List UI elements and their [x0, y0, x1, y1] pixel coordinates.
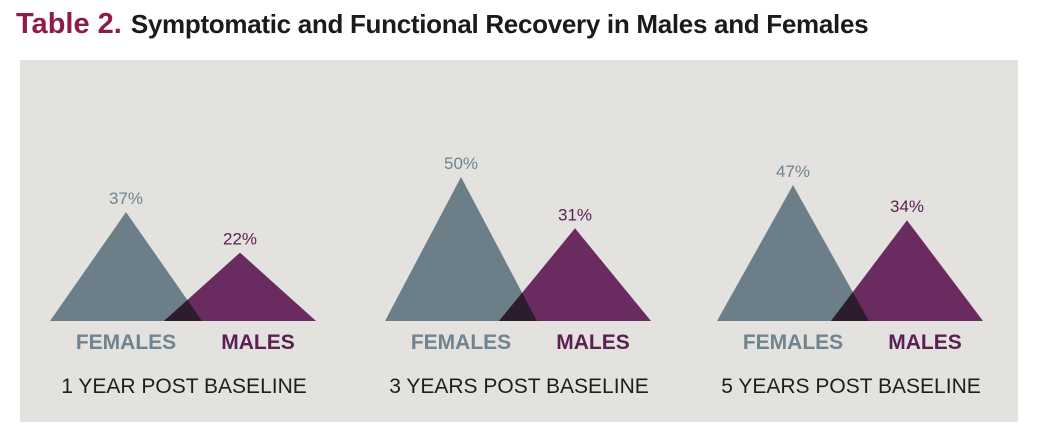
females-category-label-2: FEMALES [411, 331, 511, 354]
table-title: Table 2. Symptomatic and Functional Reco… [16, 8, 869, 48]
females-category-label-3: FEMALES [743, 331, 843, 354]
table-number: Table 2. [16, 8, 122, 40]
males-percent-label-1: 22% [223, 230, 257, 249]
females-percent-label-1: 37% [109, 189, 143, 208]
females-triangle-1 [50, 212, 202, 321]
overlap-region-1 [164, 299, 202, 321]
males-triangle-3 [831, 220, 983, 321]
period-label-1: 1 YEAR POST BASELINE [61, 375, 307, 398]
females-triangle-2 [385, 177, 537, 321]
males-category-label-3: MALES [888, 331, 962, 354]
recovery-chart: 37% 22% FEMALES MALES 1 YEAR POST BASELINE 50… [50, 154, 983, 398]
females-percent-label-2: 50% [444, 154, 478, 173]
females-percent-label-3: 47% [776, 162, 810, 181]
males-triangle-2 [499, 228, 651, 321]
males-percent-label-2: 31% [558, 205, 592, 224]
period-label-2: 3 YEARS POST BASELINE [389, 375, 649, 398]
males-triangle-1 [164, 252, 316, 321]
table-heading: Symptomatic and Functional Recovery in M… [130, 9, 869, 39]
females-triangle-3 [717, 185, 869, 321]
females-category-label-1: FEMALES [76, 331, 176, 354]
males-category-label-1: MALES [221, 331, 295, 354]
chart-panel: 37% 22% FEMALES MALES 1 YEAR POST BASELINE 50… [20, 60, 1018, 422]
overlap-region-3 [831, 292, 869, 321]
overlap-region-2 [499, 292, 537, 321]
males-percent-label-3: 34% [890, 197, 924, 216]
period-label-3: 5 YEARS POST BASELINE [721, 375, 981, 398]
males-category-label-2: MALES [556, 331, 630, 354]
